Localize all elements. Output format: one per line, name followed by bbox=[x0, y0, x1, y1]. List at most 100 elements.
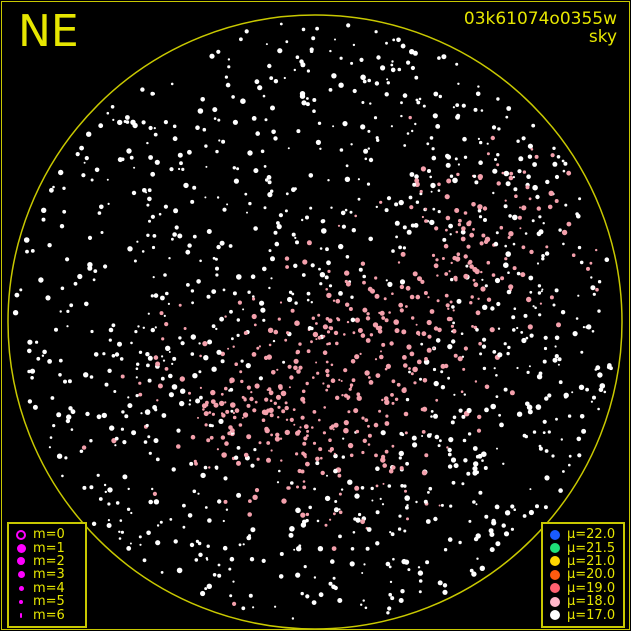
star-marker bbox=[461, 482, 465, 486]
star-marker bbox=[273, 329, 279, 335]
star-marker bbox=[100, 231, 104, 234]
star-marker bbox=[517, 169, 522, 174]
star-marker bbox=[338, 82, 344, 88]
star-marker bbox=[403, 484, 407, 488]
star-marker bbox=[56, 412, 62, 418]
star-marker bbox=[275, 432, 280, 437]
color-dot-icon bbox=[549, 596, 561, 607]
star-marker bbox=[499, 225, 504, 230]
star-field bbox=[12, 22, 613, 620]
star-marker bbox=[437, 56, 441, 60]
star-marker bbox=[354, 354, 360, 360]
star-marker bbox=[404, 489, 407, 493]
brightness-legend-item: μ=22.0 bbox=[543, 527, 623, 542]
star-marker bbox=[481, 278, 484, 281]
star-marker bbox=[453, 393, 456, 396]
star-marker bbox=[449, 504, 453, 508]
star-marker bbox=[266, 408, 271, 413]
magnitude-legend-label: m=2 bbox=[33, 553, 65, 569]
star-marker bbox=[276, 224, 282, 230]
dot-marker-icon bbox=[15, 543, 27, 553]
star-marker bbox=[415, 294, 421, 300]
star-marker bbox=[424, 207, 428, 211]
star-marker bbox=[242, 308, 245, 311]
star-marker bbox=[236, 446, 241, 450]
star-marker bbox=[162, 359, 166, 362]
star-marker bbox=[400, 589, 405, 594]
star-marker bbox=[542, 222, 545, 225]
star-marker bbox=[203, 465, 208, 470]
star-marker bbox=[516, 139, 520, 143]
star-marker bbox=[321, 228, 327, 234]
star-marker bbox=[578, 197, 582, 201]
star-marker bbox=[159, 311, 164, 316]
star-marker bbox=[285, 40, 289, 44]
star-marker bbox=[262, 318, 266, 322]
star-marker bbox=[458, 218, 462, 223]
star-marker bbox=[426, 319, 432, 326]
star-marker bbox=[474, 380, 478, 383]
star-marker bbox=[305, 594, 310, 599]
star-marker bbox=[283, 76, 286, 80]
star-marker bbox=[396, 382, 401, 387]
star-marker bbox=[290, 481, 294, 485]
star-marker bbox=[433, 413, 438, 419]
star-marker bbox=[112, 118, 115, 121]
star-marker bbox=[541, 288, 544, 291]
star-marker bbox=[294, 301, 298, 305]
star-marker bbox=[572, 331, 578, 337]
star-marker bbox=[456, 298, 462, 304]
star-marker bbox=[539, 302, 543, 305]
star-marker bbox=[399, 308, 404, 313]
star-marker bbox=[368, 236, 374, 242]
star-marker bbox=[391, 379, 396, 384]
star-marker bbox=[374, 30, 378, 34]
star-marker bbox=[349, 453, 354, 458]
star-marker bbox=[118, 530, 121, 533]
star-marker bbox=[103, 264, 108, 269]
star-marker bbox=[324, 275, 329, 280]
star-marker bbox=[300, 591, 304, 596]
star-marker bbox=[181, 167, 185, 171]
star-marker bbox=[243, 452, 249, 458]
star-marker bbox=[489, 547, 495, 553]
star-marker bbox=[300, 396, 306, 402]
star-marker bbox=[428, 486, 433, 491]
brightness-legend-label: μ=18.0 bbox=[567, 594, 616, 610]
star-marker bbox=[274, 241, 280, 247]
star-marker bbox=[386, 78, 389, 81]
star-marker bbox=[113, 390, 117, 393]
star-marker bbox=[63, 379, 67, 384]
star-marker bbox=[452, 177, 458, 184]
dot-marker-icon bbox=[15, 612, 27, 618]
star-marker bbox=[262, 266, 267, 272]
star-marker bbox=[440, 385, 446, 390]
star-marker bbox=[330, 559, 335, 564]
star-marker bbox=[439, 439, 442, 443]
star-marker bbox=[354, 485, 360, 491]
star-marker bbox=[384, 421, 390, 426]
star-marker bbox=[409, 49, 415, 55]
star-marker bbox=[204, 423, 208, 427]
star-marker bbox=[562, 169, 566, 173]
star-marker bbox=[263, 206, 267, 210]
star-marker bbox=[208, 411, 212, 414]
star-marker bbox=[107, 368, 112, 373]
star-marker bbox=[224, 386, 228, 391]
star-marker bbox=[230, 428, 235, 433]
star-marker bbox=[211, 412, 215, 416]
star-marker bbox=[254, 488, 260, 493]
star-marker bbox=[477, 297, 480, 300]
star-marker bbox=[226, 203, 229, 206]
star-marker bbox=[405, 305, 408, 308]
star-marker bbox=[528, 197, 532, 201]
star-marker bbox=[453, 353, 458, 358]
star-marker bbox=[444, 194, 450, 200]
star-marker bbox=[399, 279, 406, 285]
star-marker bbox=[274, 605, 277, 608]
star-marker bbox=[207, 518, 212, 523]
star-marker bbox=[153, 438, 159, 444]
star-marker bbox=[422, 378, 428, 383]
star-marker bbox=[504, 244, 508, 248]
star-marker bbox=[483, 239, 489, 244]
